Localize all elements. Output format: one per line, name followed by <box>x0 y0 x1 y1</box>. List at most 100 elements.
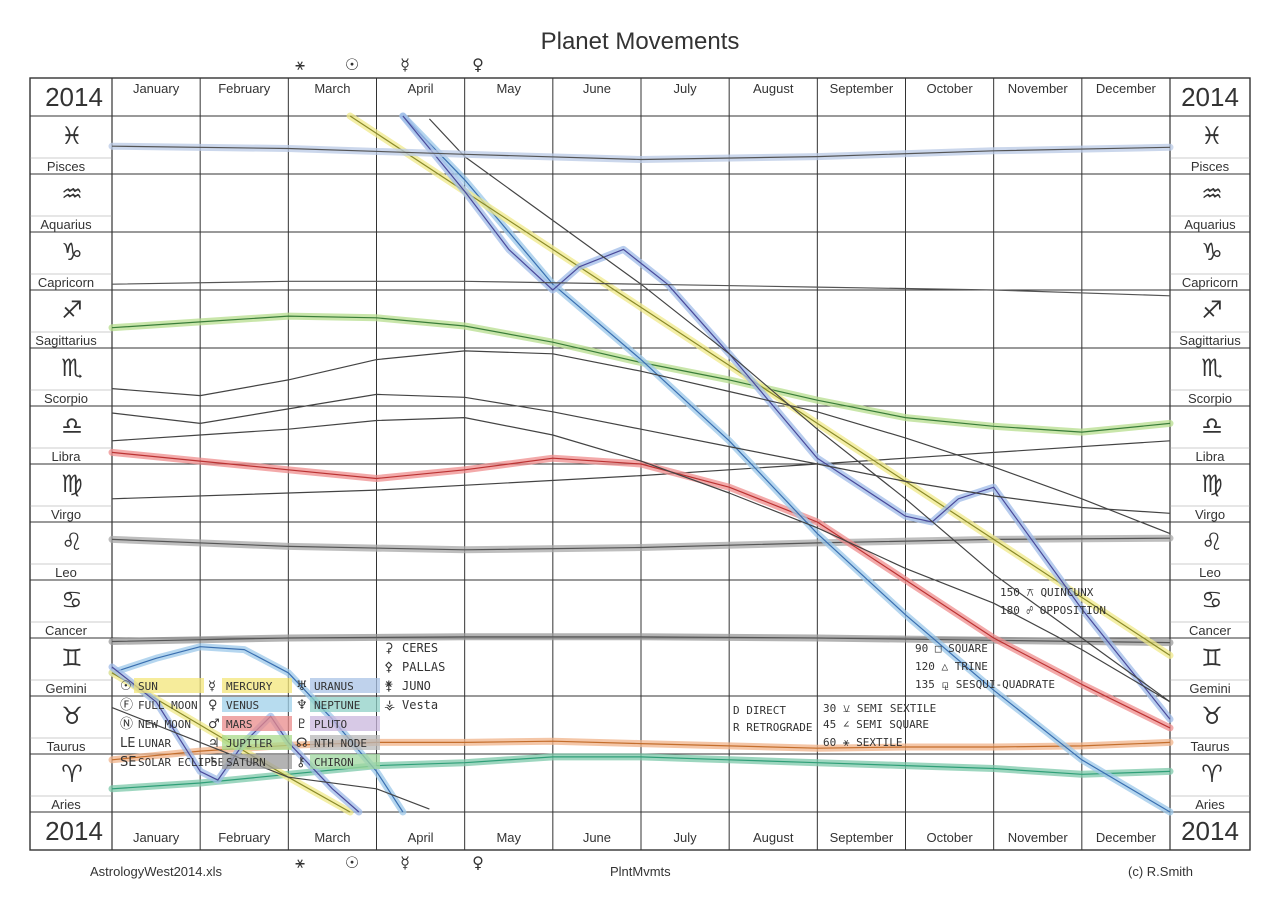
sign-name-right: Libra <box>1196 449 1226 464</box>
sign-name-right: Pisces <box>1191 159 1230 174</box>
legend-swatch <box>310 697 380 712</box>
sign-glyph-right: ♐ <box>1201 296 1223 324</box>
footer-filename: AstrologyWest2014.xls <box>90 864 222 879</box>
legend-swatch <box>222 716 292 731</box>
legend-glyph: ⚷ <box>296 755 306 770</box>
sign-name-right: Scorpio <box>1188 391 1232 406</box>
legend-label: JUNO <box>402 679 431 693</box>
month-label-top: June <box>583 81 611 96</box>
sign-glyph-left: ♎ <box>61 412 83 440</box>
ingress-glyph-bottom: ⚹ <box>295 853 305 872</box>
sign-name-left: Libra <box>52 449 82 464</box>
track-juno2 <box>428 118 1171 703</box>
track-sun2 <box>349 115 1171 656</box>
legend-label: LUNAR <box>138 737 171 750</box>
year-label: 2014 <box>45 82 103 112</box>
sign-name-left: Capricorn <box>38 275 94 290</box>
sign-glyph-left: ♊ <box>61 644 83 672</box>
month-label-bottom: June <box>583 830 611 845</box>
legend-aspect: 90 □ SQUARE <box>915 642 988 655</box>
sign-name-left: Aquarius <box>40 217 92 232</box>
sign-glyph-right: ♊ <box>1201 644 1223 672</box>
sign-name-left: Virgo <box>51 507 81 522</box>
sign-glyph-left: ♌ <box>61 528 83 556</box>
sign-glyph-left: ♒ <box>61 180 83 208</box>
sign-glyph-left: ♑ <box>61 238 83 266</box>
month-label-top: February <box>218 81 271 96</box>
legend-retrograde: R RETROGRADE <box>733 721 812 734</box>
month-label-bottom: December <box>1096 830 1157 845</box>
track-uranus <box>111 145 1171 161</box>
sign-glyph-left: ♐ <box>61 296 83 324</box>
legend-swatch <box>134 678 204 693</box>
legend-glyph: ♇ <box>296 717 308 732</box>
legend-glyph: ♄ <box>208 755 220 770</box>
legend-glyph: ⚳ <box>384 641 394 656</box>
legend-swatch <box>222 697 292 712</box>
track-neptune-lower <box>111 280 1171 297</box>
sign-glyph-left: ♍ <box>61 470 83 498</box>
legend-label: SOLAR ECLIPSE <box>138 756 224 769</box>
track-juno <box>111 707 430 810</box>
sign-name-right: Aries <box>1195 797 1225 812</box>
legend-swatch <box>310 735 380 750</box>
ingress-glyph-top: ☿ <box>400 55 410 74</box>
ingress-glyph-bottom: ☿ <box>400 853 410 872</box>
month-label-top: January <box>133 81 180 96</box>
sign-name-left: Aries <box>51 797 81 812</box>
legend-label: MERCURY <box>226 680 273 693</box>
footer-sheetname: PlntMvmts <box>610 864 671 879</box>
track-ceres <box>111 417 1171 703</box>
month-label-bottom: July <box>674 830 698 845</box>
legend-swatch <box>222 754 292 769</box>
sign-name-right: Taurus <box>1190 739 1230 754</box>
legend-label: VENUS <box>226 699 259 712</box>
month-label-bottom: August <box>753 830 794 845</box>
sign-name-right: Leo <box>1199 565 1221 580</box>
month-label-bottom: March <box>314 830 350 845</box>
track-pallas <box>111 393 1171 514</box>
ingress-glyph-top: ♀ <box>472 55 484 74</box>
legend-label: SATURN <box>226 756 266 769</box>
legend-swatch <box>310 716 380 731</box>
sign-name-left: Sagittarius <box>35 333 97 348</box>
ingress-glyph-bottom: ☉ <box>345 853 359 872</box>
legend-label: FULL MOON <box>138 699 198 712</box>
legend-aspect: 135 ⚼ SESQUI-QUADRATE <box>915 678 1055 691</box>
track-mars <box>111 451 1171 729</box>
legend-glyph: ♀ <box>208 698 218 713</box>
sign-name-left: Cancer <box>45 623 88 638</box>
month-label-top: September <box>830 81 894 96</box>
legend-swatch <box>310 754 380 769</box>
sign-glyph-right: ♎ <box>1201 412 1223 440</box>
legend-aspect: 60 ⚹ SEXTILE <box>823 736 902 749</box>
sign-glyph-right: ♉ <box>1201 702 1223 730</box>
legend-label: PALLAS <box>402 660 445 674</box>
month-label-top: December <box>1096 81 1157 96</box>
month-label-top: October <box>926 81 973 96</box>
legend-glyph: Ⓕ <box>120 698 133 713</box>
legend-label: NEW MOON <box>138 718 191 731</box>
sign-glyph-right: ♒ <box>1201 180 1223 208</box>
ingress-glyph-top: ☉ <box>345 55 359 74</box>
sign-glyph-right: ♋ <box>1201 586 1223 614</box>
legend-glyph: LE <box>120 736 135 751</box>
sign-glyph-left: ♈ <box>61 760 83 788</box>
legend-label: CERES <box>402 641 438 655</box>
legend-glyph: ☊ <box>296 736 308 751</box>
year-label: 2014 <box>1181 82 1239 112</box>
month-label-top: May <box>496 81 521 96</box>
sign-name-right: Cancer <box>1189 623 1232 638</box>
legend-label: JUPITER <box>226 737 273 750</box>
legend-label: PLUTO <box>314 718 347 731</box>
legend-glyph: ☉ <box>120 679 132 694</box>
sign-glyph-left: ♉ <box>61 702 83 730</box>
sign-glyph-left: ♓ <box>61 122 83 150</box>
sign-name-left: Leo <box>55 565 77 580</box>
footer-credit: (c) R.Smith <box>1128 864 1193 879</box>
page-title: Planet Movements <box>540 28 740 55</box>
legend-aspect: 30 ⚺ SEMI SEXTILE <box>823 702 936 715</box>
sign-glyph-right: ♌ <box>1201 528 1223 556</box>
legend-label: SUN <box>138 680 158 693</box>
